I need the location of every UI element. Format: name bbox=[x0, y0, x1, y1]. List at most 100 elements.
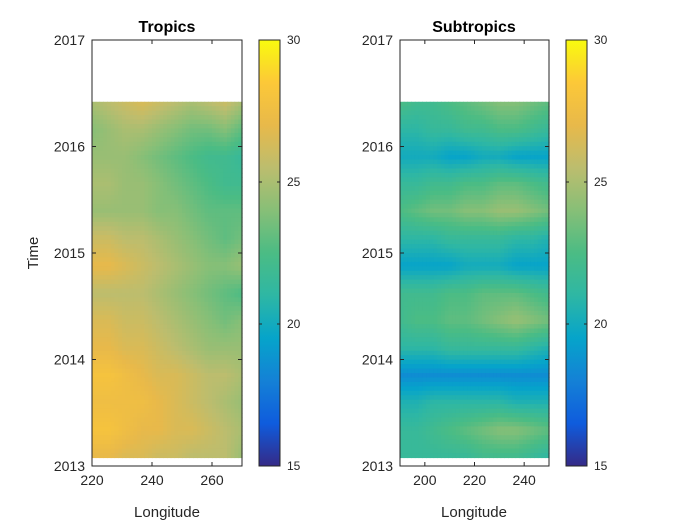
tropics-heat-cell bbox=[212, 430, 217, 436]
tropics-heat-cell bbox=[212, 208, 217, 214]
tropics-heat-cell bbox=[193, 195, 198, 201]
subtropics-heat-cell bbox=[440, 159, 446, 165]
tropics-heat-cell bbox=[148, 190, 153, 196]
subtropics-heat-cell bbox=[407, 119, 412, 125]
tropics-heat-cell bbox=[200, 355, 206, 361]
tropics-heat-cell bbox=[185, 421, 191, 427]
tropics-heat-cell bbox=[215, 444, 221, 450]
tropics-heat-cell bbox=[215, 355, 221, 361]
tropics-heat-cell bbox=[215, 373, 221, 379]
tropics-heat-cell bbox=[223, 364, 228, 370]
tropics-heat-cell bbox=[122, 426, 127, 432]
tropics-heat-cell bbox=[114, 439, 119, 445]
subtropics-heat-cell bbox=[459, 204, 464, 210]
tropics-heat-cell bbox=[114, 328, 119, 334]
tropics-heat-cell bbox=[155, 368, 161, 374]
tropics-heat-cell bbox=[193, 310, 198, 316]
tropics-heat-cell bbox=[110, 337, 116, 343]
subtropics-heat-cell bbox=[414, 115, 420, 121]
subtropics-heat-cell bbox=[500, 106, 505, 112]
tropics-heat-cell bbox=[193, 346, 198, 352]
tropics-heat-cell bbox=[208, 310, 213, 316]
tropics-heat-cell bbox=[95, 155, 101, 161]
subtropics-heat-cell bbox=[470, 172, 476, 178]
tropics-heat-cell bbox=[137, 101, 142, 107]
tropics-heat-cell bbox=[133, 350, 138, 356]
tropics-heat-cell bbox=[215, 146, 221, 152]
subtropics-heat-cell bbox=[485, 137, 491, 143]
tropics-heat-cell bbox=[227, 266, 232, 272]
subtropics-heat-cell bbox=[481, 195, 487, 201]
tropics-heat-cell bbox=[185, 315, 191, 321]
subtropics-heat-cell bbox=[511, 119, 517, 125]
tropics-heat-cell bbox=[99, 332, 104, 339]
tropics-heat-cell bbox=[193, 377, 198, 383]
tropics-heat-cell bbox=[230, 261, 236, 267]
tropics-heat-cell bbox=[185, 417, 191, 423]
tropics-heat-cell bbox=[212, 181, 217, 187]
tropics-heat-cell bbox=[204, 359, 209, 365]
tropics-heat-cell bbox=[234, 355, 239, 361]
tropics-heat-cell bbox=[200, 186, 206, 192]
subtropics-heat-cell bbox=[414, 186, 420, 192]
tropics-heat-cell bbox=[95, 217, 101, 223]
tropics-heat-cell bbox=[167, 124, 172, 130]
subtropics-heat-cell bbox=[519, 261, 524, 267]
tropics-heat-cell bbox=[159, 408, 164, 414]
tropics-heat-cell bbox=[103, 417, 108, 423]
subtropics-heat-cell bbox=[519, 244, 524, 250]
tropics-heat-cell bbox=[148, 275, 153, 281]
tropics-heat-cell bbox=[167, 141, 172, 147]
tropics-heat-cell bbox=[215, 328, 221, 334]
tropics-heat-cell bbox=[155, 168, 161, 174]
tropics-heat-cell bbox=[200, 315, 206, 321]
tropics-heat-cell bbox=[107, 164, 112, 170]
tropics-heat-cell bbox=[182, 217, 187, 223]
subtropics-heat-cell bbox=[474, 248, 479, 254]
tropics-heat-cell bbox=[182, 324, 187, 330]
subtropics-heat-cell bbox=[455, 195, 461, 201]
tropics-heat-cell bbox=[103, 155, 108, 161]
subtropics-heat-cell bbox=[541, 284, 546, 290]
tropics-heat-cell bbox=[144, 115, 149, 121]
subtropics-heat-cell bbox=[522, 226, 528, 232]
subtropics-heat-cell bbox=[459, 177, 464, 183]
tropics-heat-cell bbox=[159, 426, 164, 432]
tropics-heat-cell bbox=[215, 292, 221, 299]
tropics-heat-cell bbox=[208, 266, 213, 272]
subtropics-heat-cell bbox=[485, 146, 491, 152]
tropics-heat-cell bbox=[227, 164, 232, 170]
tropics-heat-cell bbox=[219, 248, 224, 254]
tropics-heat-cell bbox=[197, 324, 202, 330]
tropics-heat-cell bbox=[125, 155, 131, 161]
tropics-heat-cell bbox=[238, 124, 243, 130]
subtropics-heat-cell bbox=[444, 226, 450, 232]
tropics-heat-cell bbox=[200, 368, 206, 374]
tropics-heat-cell bbox=[174, 430, 179, 436]
tropics-heat-cell bbox=[223, 124, 228, 130]
tropics-heat-cell bbox=[167, 439, 172, 445]
tropics-heat-cell bbox=[204, 190, 209, 196]
tropics-heat-cell bbox=[129, 413, 134, 419]
tropics-heat-cell bbox=[200, 252, 206, 258]
subtropics-heat-cell bbox=[414, 150, 420, 156]
tropics-heat-cell bbox=[178, 239, 183, 245]
tropics-heat-cell bbox=[148, 373, 153, 379]
tropics-heat-cell bbox=[170, 172, 176, 178]
tropics-heat-cell bbox=[122, 150, 127, 156]
tropics-heat-cell bbox=[122, 235, 127, 241]
subtropics-heat-cell bbox=[478, 252, 483, 258]
subtropics-heat-cell bbox=[470, 195, 476, 201]
tropics-heat-cell bbox=[107, 199, 112, 205]
tropics-heat-cell bbox=[208, 230, 213, 236]
tropics-heat-cell bbox=[125, 212, 131, 218]
tropics-heat-cell bbox=[159, 141, 164, 147]
tropics-heat-cell bbox=[204, 439, 209, 445]
tropics-heat-cell bbox=[103, 368, 108, 374]
tropics-heat-cell bbox=[215, 257, 221, 263]
tropics-heat-cell bbox=[238, 270, 243, 276]
tropics-heat-cell bbox=[133, 217, 138, 223]
subtropics-heat-cell bbox=[541, 106, 546, 112]
tropics-heat-cell bbox=[107, 132, 112, 138]
tropics-heat-cell bbox=[155, 439, 161, 445]
